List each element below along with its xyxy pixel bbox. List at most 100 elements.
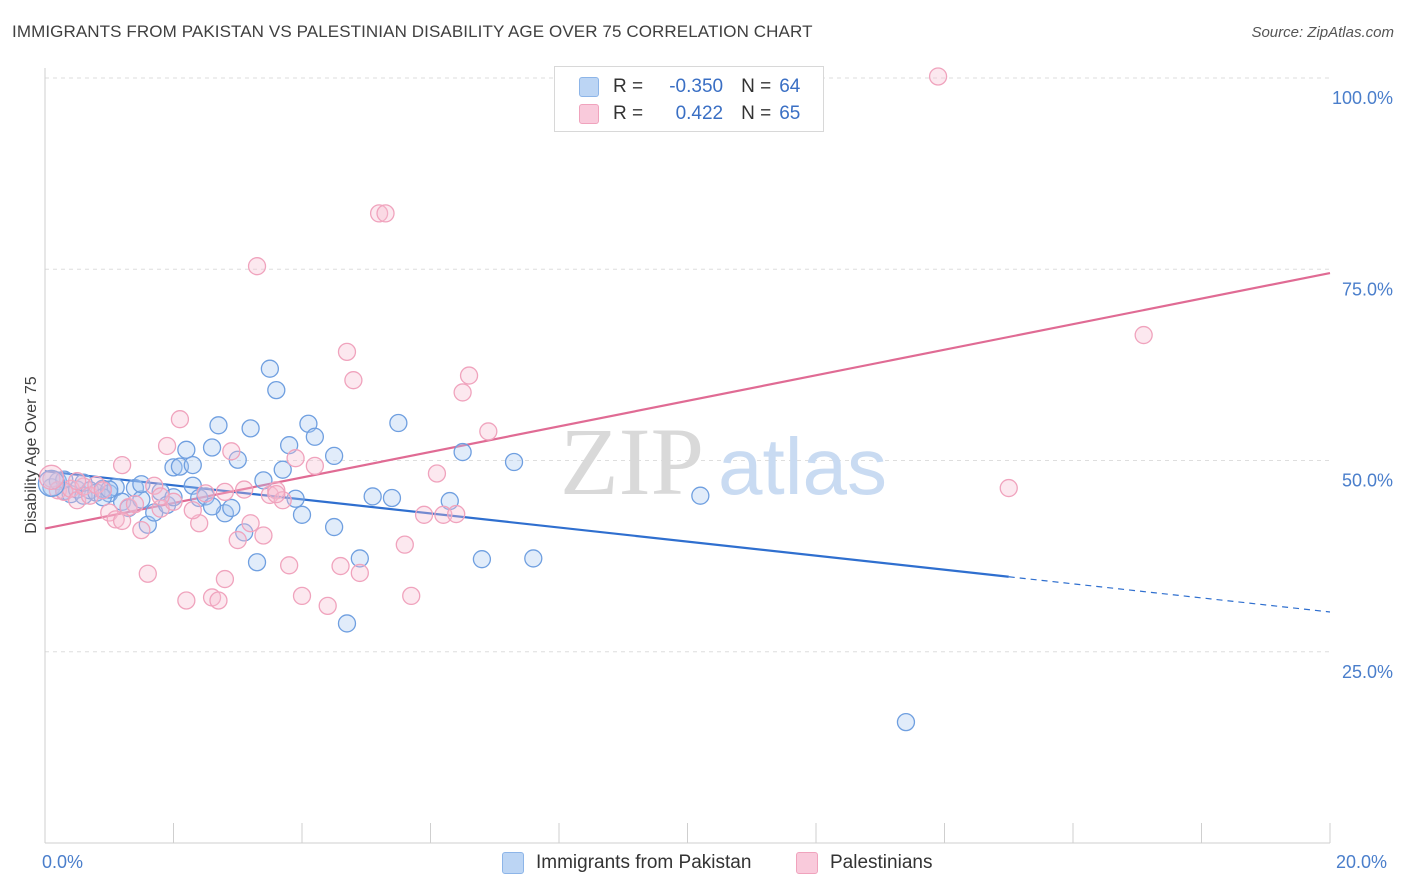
point-pakistan [37, 469, 66, 498]
point-pakistan [241, 419, 260, 438]
point-palestinians [453, 383, 472, 402]
trend-lines [44, 271, 1331, 613]
y-tick-label: 75.0% [1342, 279, 1393, 299]
point-pakistan [247, 553, 267, 572]
point-palestinians [38, 464, 65, 490]
point-palestinians [1134, 325, 1153, 345]
point-palestinians [215, 569, 235, 589]
point-palestinians [138, 564, 157, 583]
watermark: ZIP atlas [560, 408, 887, 515]
grid-lines [45, 77, 1330, 653]
point-palestinians [254, 526, 273, 545]
point-pakistan [177, 440, 196, 459]
point-palestinians [177, 591, 196, 610]
point-palestinians [305, 456, 325, 476]
point-palestinians [67, 472, 87, 491]
point-palestinians [196, 484, 215, 503]
y-tick-label: 100.0% [1332, 88, 1393, 108]
legend-row-pakistan: R = -0.350 N = 64 [579, 73, 800, 101]
point-palestinians [350, 563, 369, 583]
trend-line-extension [1008, 576, 1331, 613]
point-palestinians [376, 204, 395, 223]
x-tick-max: 20.0% [1336, 852, 1388, 872]
point-pakistan [202, 438, 222, 457]
bottom-legend-label-pakistan: Immigrants from Pakistan [536, 852, 752, 873]
legend-n-value-palestinians: 65 [779, 103, 801, 124]
point-palestinians [395, 535, 414, 554]
point-palestinians [100, 503, 119, 522]
watermark-zip: ZIP [560, 408, 704, 515]
legend-n-label: N = [741, 103, 772, 124]
bottom-legend-pakistan: Immigrants from Pakistan [502, 852, 751, 874]
y-tick-label: 25.0% [1342, 662, 1393, 682]
point-palestinians [112, 455, 132, 475]
point-pakistan [267, 380, 286, 400]
point-palestinians [434, 505, 453, 524]
point-palestinians [106, 510, 125, 529]
point-palestinians [151, 487, 170, 506]
point-palestinians [183, 501, 202, 520]
watermark-atlas: atlas [718, 422, 887, 511]
point-palestinians [125, 494, 145, 514]
point-palestinians [447, 504, 466, 524]
point-palestinians [292, 586, 312, 606]
point-palestinians [235, 480, 254, 499]
legend-r-value-pakistan: -0.350 [669, 76, 724, 97]
point-palestinians [331, 556, 350, 576]
trend-line-palestinians [44, 271, 1331, 530]
point-pakistan [183, 455, 202, 475]
legend-r-value-palestinians: 0.422 [675, 103, 724, 124]
point-palestinians [112, 511, 132, 531]
axes [44, 68, 1331, 844]
bottom-legend-swatch-pakistan [502, 852, 524, 874]
point-palestinians [318, 596, 337, 615]
legend-n-value-pakistan: 64 [779, 76, 801, 97]
point-palestinians [344, 371, 363, 390]
bottom-legend-swatch-palestinians [796, 852, 818, 874]
point-pakistan [472, 550, 492, 569]
point-palestinians [427, 464, 447, 483]
point-palestinians [279, 556, 299, 575]
point-palestinians [228, 530, 247, 550]
point-palestinians [170, 410, 190, 429]
point-pakistan [292, 505, 312, 524]
point-palestinians [222, 442, 241, 461]
y-tick-label: 50.0% [1342, 471, 1393, 491]
point-pakistan [453, 442, 472, 462]
y-axis-label: Disability Age Over 75 [23, 376, 40, 534]
point-palestinians [241, 514, 260, 533]
legend-row-palestinians: R = 0.422 N = 65 [579, 100, 800, 128]
point-palestinians [414, 505, 434, 524]
source-label: Source: ZipAtlas.com [1251, 24, 1394, 41]
legend-swatch-pakistan [579, 77, 599, 97]
chart-title: IMMIGRANTS FROM PAKISTAN VS PALESTINIAN … [12, 22, 813, 41]
point-palestinians [369, 204, 389, 223]
point-pakistan [389, 413, 408, 433]
point-palestinians [459, 366, 479, 385]
point-pakistan [164, 458, 183, 477]
bottom-legend-label-palestinians: Palestinians [830, 852, 933, 873]
point-palestinians [132, 520, 151, 540]
point-palestinians [479, 422, 498, 441]
point-pakistan [350, 549, 369, 568]
point-palestinians [267, 485, 286, 504]
point-palestinians [928, 67, 948, 86]
point-pakistan [164, 488, 183, 507]
point-pakistan [273, 460, 292, 479]
point-pakistan [691, 486, 710, 505]
point-palestinians [337, 342, 357, 362]
point-palestinians [93, 481, 112, 500]
point-palestinians [402, 586, 421, 606]
point-pakistan [324, 446, 344, 466]
point-pakistan [324, 517, 344, 537]
point-pakistan [363, 487, 382, 506]
point-palestinians [247, 257, 267, 276]
point-palestinians [286, 449, 305, 468]
point-pakistan [260, 359, 280, 378]
point-pakistan [209, 416, 228, 435]
legend-swatch-palestinians [579, 104, 599, 124]
trend-line-pakistan [44, 470, 1009, 578]
point-pakistan [337, 614, 357, 633]
legend: R = -0.350 N = 64 R = 0.422 N = 65 [554, 66, 824, 132]
